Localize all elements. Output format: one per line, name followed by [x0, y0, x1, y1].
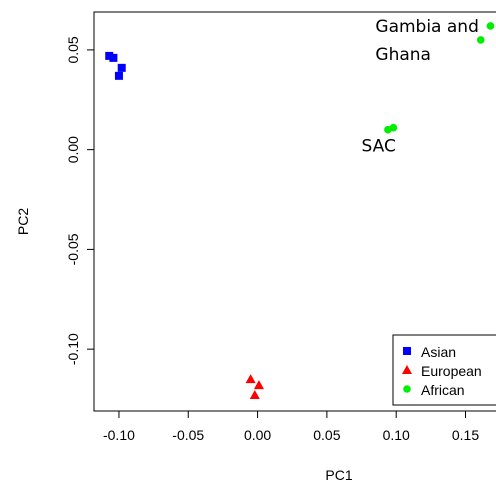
european-point: [245, 374, 256, 384]
x-axis-label: PC1: [325, 467, 352, 483]
african-point: [389, 123, 398, 132]
x-tick-label: 0.10: [383, 427, 410, 443]
annotation-label: Gambia and: [375, 17, 478, 37]
y-tick-label: 0.00: [65, 136, 81, 163]
x-tick-label: 0.15: [452, 427, 479, 443]
legend-african-marker: [403, 385, 411, 393]
annotation-label: Ghana: [375, 45, 431, 65]
asian-point: [109, 53, 118, 62]
x-tick-label: 0.00: [244, 427, 271, 443]
y-tick-label: 0.05: [65, 36, 81, 63]
legend-african-label: African: [421, 382, 465, 398]
african-point: [476, 36, 485, 44]
european-point: [249, 390, 260, 400]
x-tick-label: 0.05: [313, 427, 340, 443]
african-point: [486, 22, 495, 30]
european-point: [253, 380, 264, 390]
asian-point: [114, 71, 123, 80]
y-tick-label: -0.05: [65, 233, 81, 265]
asian-point: [117, 63, 126, 72]
annotation-label: SAC: [362, 137, 396, 157]
legend-european-marker: [402, 365, 412, 374]
asian-point: [105, 51, 114, 60]
x-tick-label: -0.05: [172, 427, 204, 443]
x-tick-label: -0.10: [103, 427, 135, 443]
legend-box: [392, 334, 496, 406]
legend-european-label: European: [421, 363, 482, 379]
legend-asian-label: Asian: [421, 344, 456, 360]
plot-frame: [93, 11, 496, 412]
y-tick-label: -0.10: [65, 333, 81, 365]
y-axis-label: PC2: [15, 208, 31, 235]
legend-asian-marker: [403, 347, 411, 355]
